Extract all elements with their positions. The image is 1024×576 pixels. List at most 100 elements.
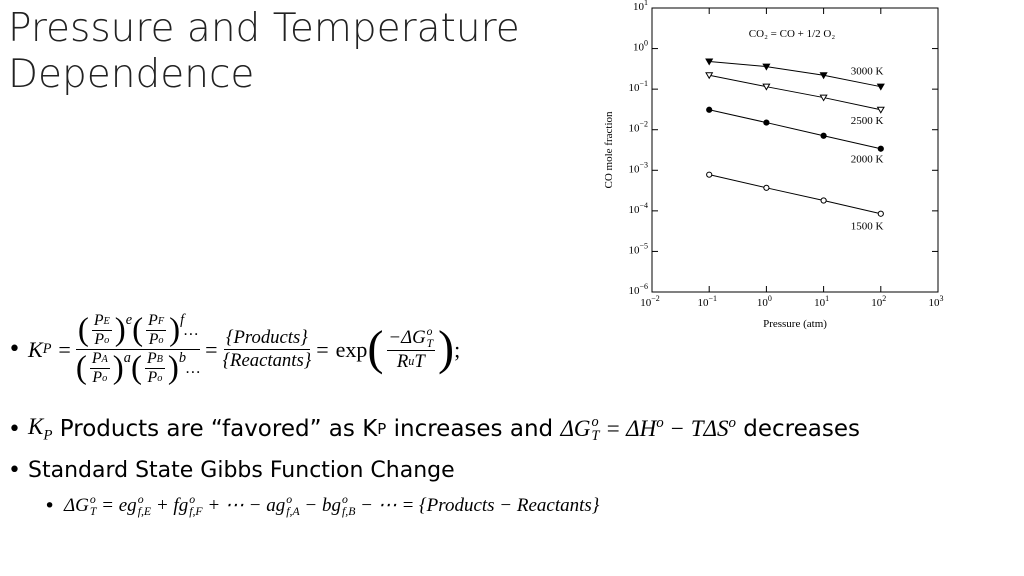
math-text: P	[377, 420, 387, 439]
plot-frame	[651, 7, 939, 293]
marker	[877, 145, 884, 152]
math-layout: )	[438, 322, 455, 376]
math-text: P	[147, 369, 158, 386]
math-text: o	[189, 493, 196, 506]
math-text: − TΔS	[669, 416, 729, 442]
marker	[706, 171, 713, 178]
tick-base: 10	[633, 1, 645, 13]
math-text: f	[180, 312, 185, 328]
math-layout: {Products} {Reactants}	[221, 327, 314, 372]
math-text: P	[148, 331, 159, 348]
math-text: ΔG	[560, 416, 591, 442]
tick-label: 10−4	[628, 201, 648, 216]
tick-label: 102	[871, 294, 886, 309]
x-axis-label: Pressure (atm)	[763, 318, 827, 330]
marker	[762, 83, 771, 91]
math-text: A	[101, 353, 108, 365]
tick-exponent: −1	[708, 294, 717, 303]
math-text: =	[58, 336, 71, 362]
math-layout: •	[8, 458, 21, 483]
tick-exponent: 2	[882, 294, 886, 303]
marker	[763, 184, 770, 191]
marker	[876, 83, 885, 91]
math-text: {Products}	[224, 327, 310, 350]
chart: 10−2 10−1 100 101 102 10310−610−510−410−310−2…	[603, 0, 944, 330]
tick-base: 10	[814, 297, 826, 309]
math-text: R	[396, 350, 409, 372]
tick-exponent: −5	[639, 241, 648, 250]
tick-base: 10	[633, 42, 645, 54]
math-text: P	[43, 427, 53, 444]
tick-label: 101	[814, 294, 829, 309]
math-text: − bg	[304, 494, 341, 516]
math-text: o	[426, 325, 433, 339]
marker	[876, 106, 885, 114]
marker	[877, 210, 884, 217]
math-text: a	[123, 350, 131, 366]
marker	[820, 197, 827, 204]
math-layout: o f,F	[189, 494, 202, 518]
tick-base: 10	[871, 297, 883, 309]
math-layout: o f,B	[342, 494, 355, 518]
tick-base: 10	[929, 297, 941, 309]
math-text: P	[91, 350, 102, 367]
tick-exponent: −3	[639, 160, 648, 169]
math-text: −ΔG	[388, 327, 426, 348]
series-line	[709, 74, 881, 111]
tick-label: 10−1	[628, 79, 648, 94]
math-text: K	[28, 336, 43, 362]
math-text: E	[103, 315, 110, 327]
series-label: 2500 K	[851, 115, 884, 127]
math-layout: •	[8, 416, 21, 442]
math-layout: )	[114, 312, 126, 348]
tick-exponent: 0	[768, 294, 772, 303]
math-layout: (	[75, 350, 87, 386]
math-text: Products are “favored” as K	[59, 416, 378, 443]
tick-exponent: 1	[644, 0, 648, 7]
math-text: u	[408, 354, 415, 369]
series-label: 1500 K	[851, 221, 884, 233]
math-text: f,E	[137, 504, 152, 518]
marker	[763, 119, 770, 126]
tick-exponent: 1	[825, 294, 829, 303]
math-layout: o f,A	[286, 494, 299, 518]
tick-label: 10−6	[628, 282, 648, 297]
math-text: b	[178, 350, 187, 366]
tick-exponent: −2	[651, 294, 660, 303]
math-text: o	[158, 334, 164, 346]
math-text: + ⋯ − ag	[207, 495, 286, 517]
tick-label: 100	[757, 294, 772, 309]
math-text: =	[205, 336, 218, 362]
math-text: o	[286, 493, 293, 506]
tick-label: 10−5	[628, 241, 648, 256]
math-text: o	[591, 414, 599, 431]
math-text: T	[426, 337, 434, 350]
math-text: exp	[335, 336, 368, 362]
sub-bullet: • ΔG o T = eg o f,E + fg o f,F + ⋯ − ag o f,A − …	[44, 494, 599, 518]
math-text: =	[316, 336, 329, 362]
tick-label: 101	[633, 0, 648, 13]
math-layout: •	[8, 337, 21, 362]
math-layout: )	[167, 350, 179, 386]
series-line	[709, 109, 881, 150]
marker	[762, 63, 771, 71]
tick-base: 10	[697, 297, 709, 309]
